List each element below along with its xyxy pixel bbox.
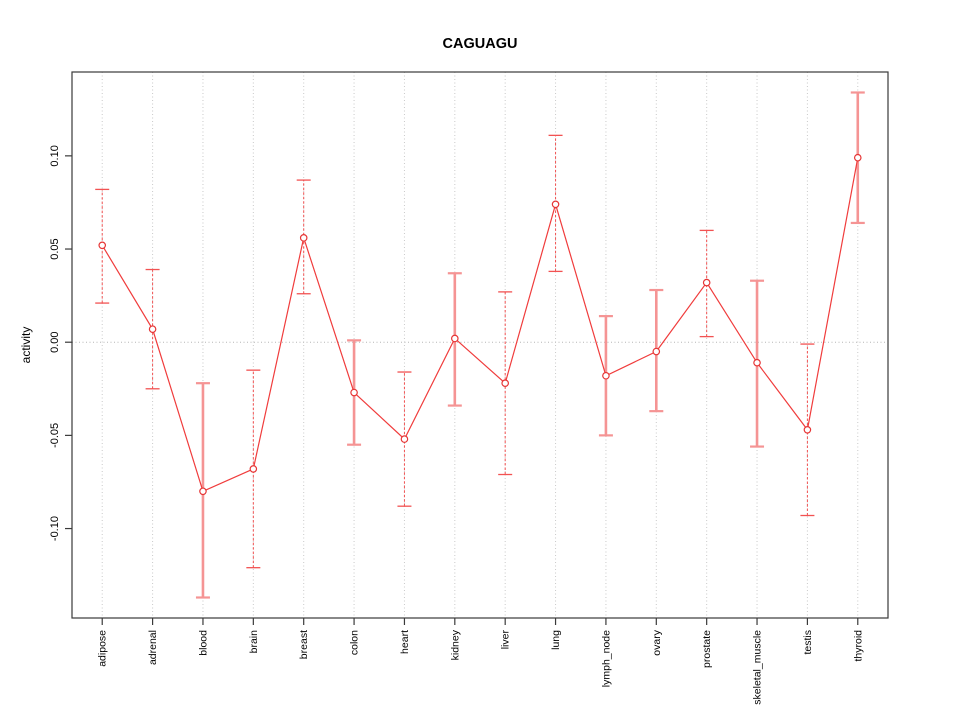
x-tick-label-blood: blood [197,630,209,656]
series-line [101,157,859,493]
gridlines-layer [72,72,888,618]
data-point-heart [400,435,409,443]
y-tick-label: -0.10 [49,516,61,541]
y-tick-label: 0.00 [49,331,61,352]
y-tick-label: 0.10 [49,145,61,166]
x-tick-label-adrenal: adrenal [147,630,159,665]
data-layer [95,91,865,599]
y-tick-label: 0.05 [49,238,61,259]
x-tick-label-liver: liver [500,630,512,650]
data-point-adipose [98,241,107,250]
data-point-brain [249,465,258,473]
data-point-liver [501,379,509,388]
data-point-colon [350,388,358,397]
plot-frame [71,71,889,619]
data-point-breast [299,234,308,242]
axes-frame-layer [65,71,889,625]
x-tick-label-skeletal_muscle: skeletal_muscle [752,630,764,705]
y-tick-label: -0.05 [49,423,61,448]
data-point-adrenal [148,325,157,333]
x-tick-label-brain: brain [248,630,260,654]
data-point-skeletal_muscle [753,358,761,367]
axis-labels-layer: 0.10 0.05 0.00 -0.05 -0.10 adipose adrenal bloo… [49,145,864,705]
x-tick-label-adipose: adipose [97,630,109,667]
x-tick-label-kidney: kidney [449,629,461,660]
data-point-thyroid [853,153,862,162]
data-point-kidney [451,334,459,343]
x-tick-label-breast: breast [298,630,310,659]
data-point-blood [199,487,207,496]
x-tick-label-colon: colon [349,630,361,655]
x-tick-label-ovary: ovary [651,629,663,655]
data-point-lung [551,200,560,209]
x-tick-label-testis: testis [802,630,814,655]
chart-title: CAGUAGU [443,36,518,52]
y-axis-label: activity [19,327,33,364]
x-tick-label-prostate: prostate [701,630,713,668]
data-point-lymph_node [602,371,610,380]
x-tick-label-lung: lung [550,630,562,650]
data-point-testis [803,425,812,434]
data-point-ovary [652,347,661,356]
x-tick-label-heart: heart [399,630,411,654]
x-tick-label-lymph_node: lymph_node [600,630,612,687]
x-tick-label-thyroid: thyroid [852,630,864,662]
data-point-prostate [702,278,711,287]
